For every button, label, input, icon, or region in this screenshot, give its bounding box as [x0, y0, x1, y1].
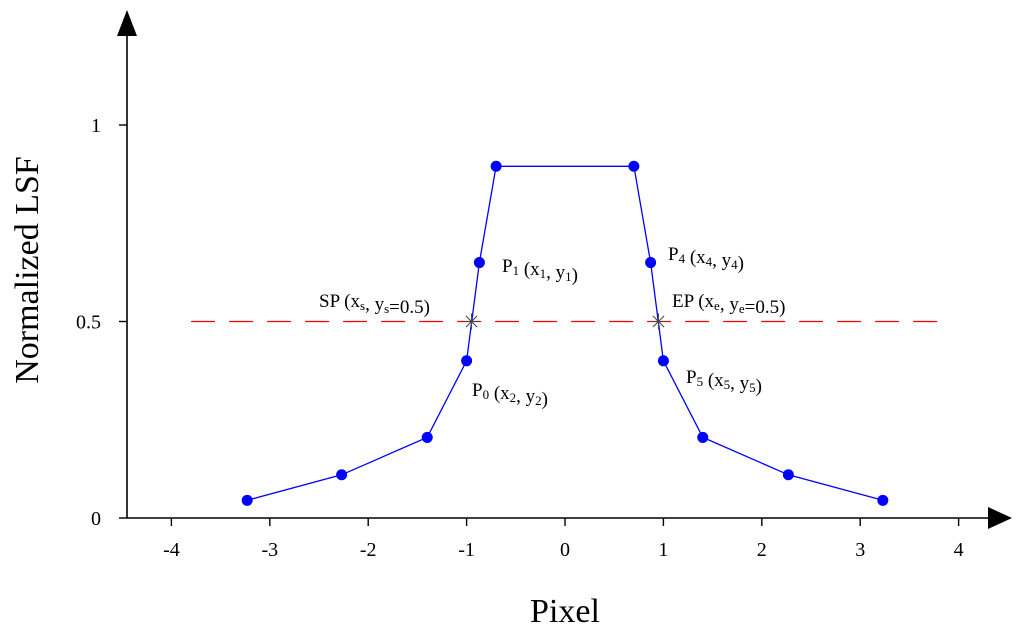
annotation-text: , y [365, 294, 385, 315]
annotation-p4: P4 (x4, y4) [668, 244, 744, 274]
data-point [461, 355, 473, 367]
y-tick-label: 1 [91, 115, 101, 137]
data-point [877, 494, 889, 506]
data-point [782, 469, 794, 481]
annotation-subscript: 4 [731, 257, 738, 272]
annotation-text: (x [685, 247, 706, 268]
x-axis-arrow [988, 507, 1012, 529]
annotation-subscript: 2 [510, 390, 517, 405]
x-tick-label: 2 [757, 539, 767, 561]
data-point [645, 257, 657, 269]
data-point [473, 257, 485, 269]
annotation-text: , y [730, 373, 750, 394]
annotation-text: (x [703, 370, 724, 391]
annotation-subscript: 4 [706, 254, 713, 269]
annotation-subscript: 5 [697, 374, 704, 389]
annotation-p0: P0 (x2, y2) [472, 380, 548, 410]
data-point [241, 494, 253, 506]
data-point [628, 160, 640, 172]
annotation-text: P [502, 256, 513, 277]
annotation-text: , y [712, 250, 732, 271]
y-tick-label: 0 [91, 508, 101, 530]
annotation-subscript: 0 [483, 387, 490, 402]
data-point [421, 431, 433, 443]
data-point [336, 469, 348, 481]
crossing-marker [650, 313, 667, 330]
annotation-ep: EP (xe, ye=0.5) [672, 291, 785, 318]
data-point [490, 160, 502, 172]
annotation-subscript: 1 [565, 269, 572, 284]
x-tick-label: -2 [360, 539, 377, 561]
annotation-text: , y [516, 386, 536, 407]
annotation-text: P [686, 367, 697, 388]
annotation-text: EP (x [672, 291, 715, 312]
series-line [247, 165, 883, 501]
annotation-text: P [472, 380, 483, 401]
x-tick-label: -3 [261, 539, 278, 561]
crossing-markers [463, 313, 667, 330]
annotations: P1 (x1, y1)P4 (x4, y4)SP (xs, ys=0.5) EP … [319, 244, 785, 410]
annotation-sp: SP (xs, ys=0.5) [319, 291, 430, 318]
x-tick-label: 3 [855, 539, 865, 561]
crossing-marker [463, 313, 480, 330]
y-axis-arrow [117, 10, 137, 36]
data-point [697, 431, 709, 443]
annotation-text: =0.5) [745, 297, 786, 318]
annotation-subscript: 1 [513, 263, 520, 278]
annotation-text: SP (x [319, 291, 361, 312]
annotation-subscript: e [714, 298, 720, 313]
axes: -4 -3 -2 -1 0 1 2 3 4 0 0.5 1 [76, 10, 1012, 561]
annotation-text: ) [572, 265, 578, 286]
annotation-subscript: s [384, 301, 389, 316]
annotation-text: ) [542, 389, 548, 410]
y-axis-title: Normalized LSF [9, 156, 46, 384]
x-tick-label: 4 [954, 539, 964, 561]
x-tick-label: 1 [658, 539, 668, 561]
x-tick-label: 0 [560, 539, 570, 561]
annotation-text: ) [738, 253, 744, 274]
annotation-text: (x [519, 259, 540, 280]
annotation-text: =0.5) [389, 297, 430, 318]
x-axis-title: Pixel [530, 593, 600, 630]
annotation-text: , y [546, 262, 566, 283]
y-tick-label: 0.5 [76, 312, 101, 334]
annotation-text: P [668, 244, 679, 265]
series-group [241, 160, 889, 506]
annotation-subscript: 5 [749, 380, 756, 395]
annotation-subscript: s [360, 298, 365, 313]
annotation-subscript: 2 [535, 393, 542, 408]
annotation-text: , y [720, 294, 740, 315]
annotation-p5: P5 (x5, y5) [686, 367, 762, 397]
annotation-subscript: 5 [724, 377, 731, 392]
annotation-text: (x [489, 383, 510, 404]
annotation-p1: P1 (x1, y1) [502, 256, 578, 286]
annotation-subscript: 4 [679, 251, 686, 266]
data-point [657, 355, 669, 367]
annotation-subscript: e [739, 301, 745, 316]
x-tick-label: -4 [163, 539, 180, 561]
x-tick-label: -1 [458, 539, 475, 561]
annotation-text: ) [756, 376, 762, 397]
annotation-subscript: 1 [540, 266, 547, 281]
